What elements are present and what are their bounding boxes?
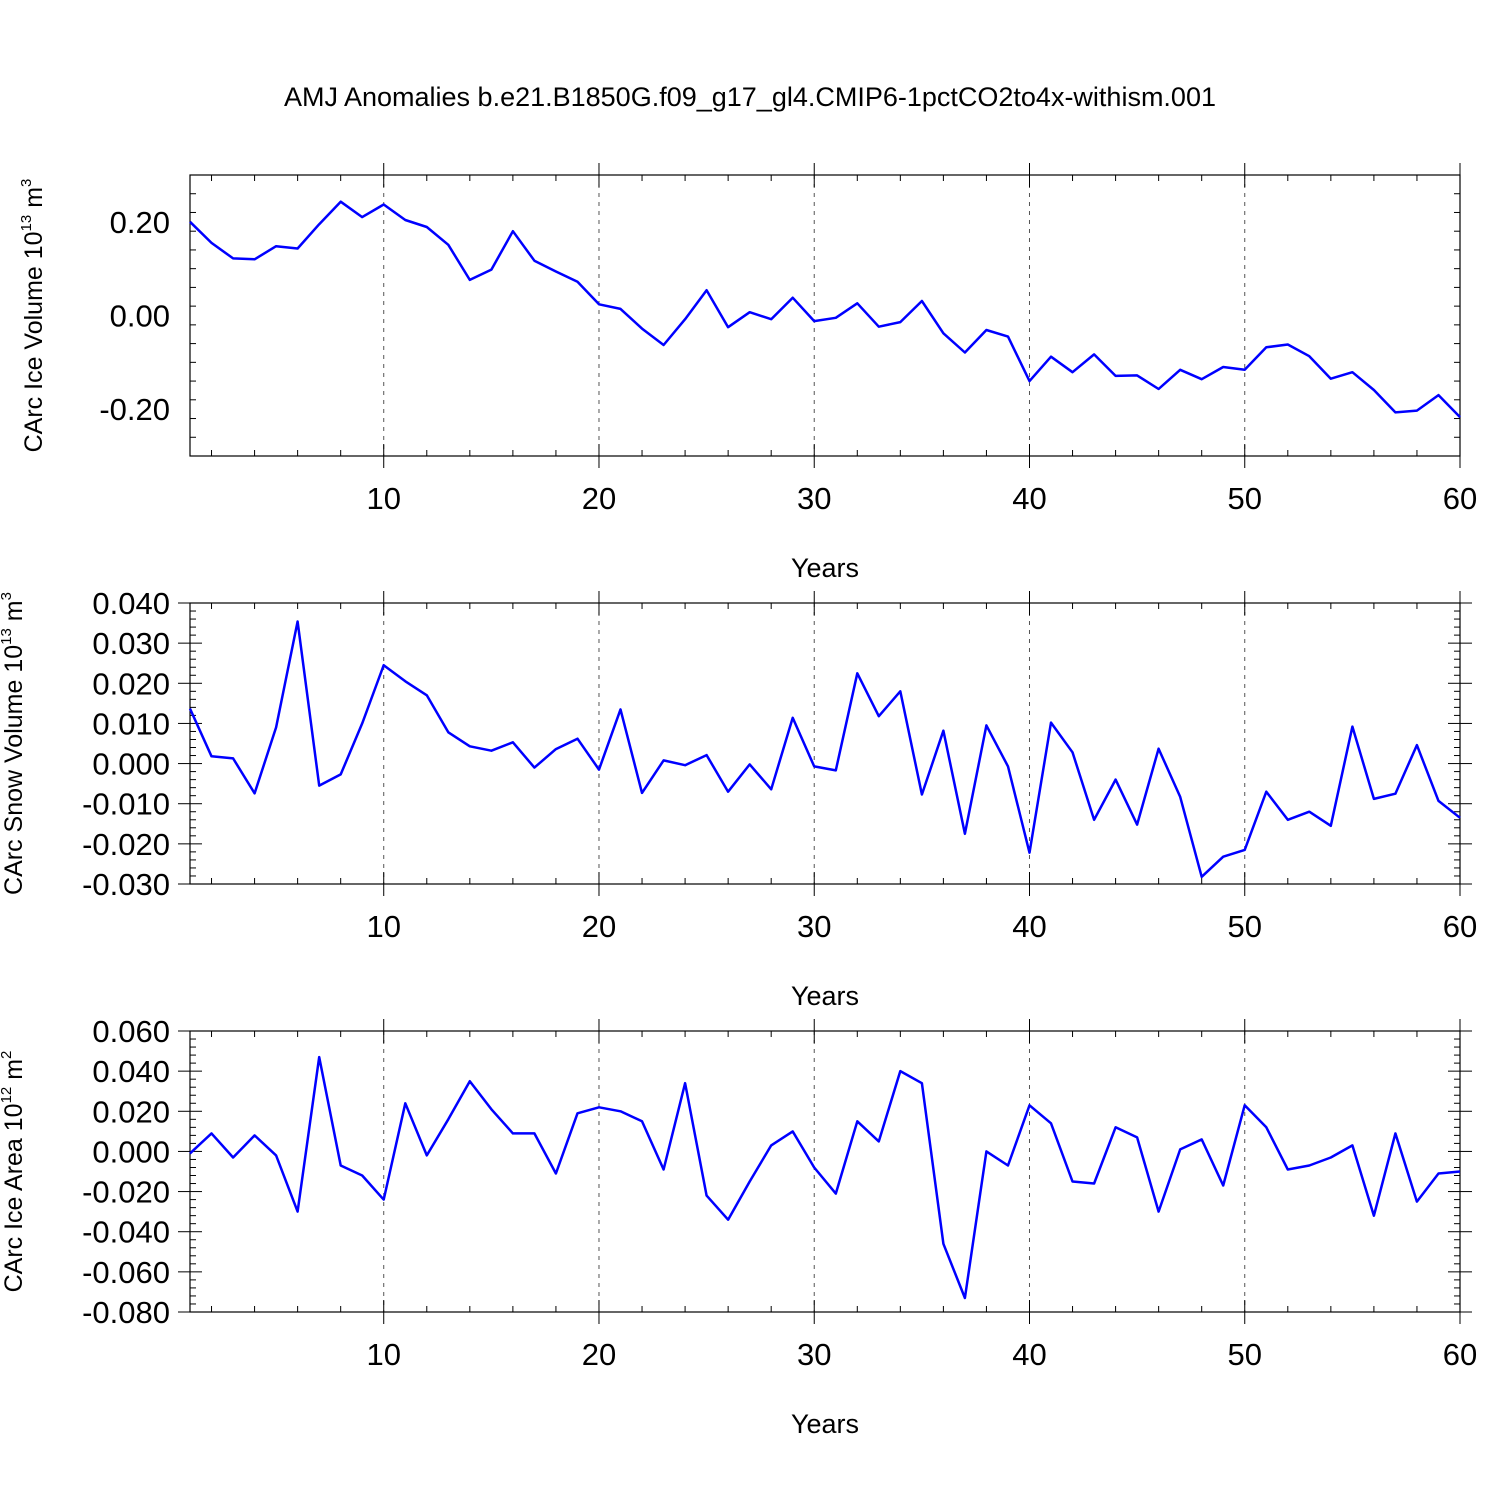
x-tick-label: 60	[1443, 481, 1477, 516]
x-tick-label: 40	[1012, 481, 1046, 516]
x-tick-label: 10	[366, 481, 400, 516]
y-tick-label: 0.060	[92, 1014, 170, 1049]
x-tick-label: 60	[1443, 1337, 1477, 1372]
x-axis-label: Years	[791, 981, 859, 1011]
x-tick-label: 10	[366, 1337, 400, 1372]
y-tick-label: -0.030	[82, 867, 170, 902]
figure-title: AMJ Anomalies b.e21.B1850G.f09_g17_gl4.C…	[283, 82, 1216, 112]
x-tick-label: 50	[1228, 481, 1262, 516]
x-tick-label: 50	[1228, 909, 1262, 944]
y-axis-label: CArc Ice Volume 1013 m3	[18, 179, 48, 453]
y-tick-label: -0.040	[82, 1215, 170, 1250]
y-tick-label: 0.020	[92, 666, 170, 701]
y-tick-label: -0.20	[99, 392, 170, 427]
y-tick-label: -0.010	[82, 787, 170, 822]
series-line	[189, 200, 1461, 418]
x-axis-label: Years	[791, 1409, 859, 1439]
y-tick-label: -0.080	[82, 1295, 170, 1330]
y-tick-label: 0.040	[92, 1054, 170, 1089]
plot-frame	[189, 602, 1461, 885]
x-tick-label: 50	[1228, 1337, 1262, 1372]
y-tick-label: 0.030	[92, 626, 170, 661]
y-tick-label: 0.040	[92, 586, 170, 621]
plot-frame	[189, 1030, 1461, 1313]
y-tick-label: 0.000	[92, 747, 170, 782]
x-tick-label: 30	[797, 909, 831, 944]
y-tick-label: 0.000	[92, 1134, 170, 1169]
y-tick-label: 0.20	[110, 205, 170, 240]
x-tick-label: 20	[582, 481, 616, 516]
x-tick-label: 20	[582, 1337, 616, 1372]
x-tick-label: 60	[1443, 909, 1477, 944]
y-axis-label: CArc Snow Volume 1013 m3	[0, 592, 28, 895]
x-tick-label: 10	[366, 909, 400, 944]
y-tick-label: 0.010	[92, 706, 170, 741]
x-tick-label: 30	[797, 1337, 831, 1372]
y-tick-label: -0.020	[82, 1175, 170, 1210]
y-tick-label: -0.060	[82, 1255, 170, 1290]
series-line	[189, 1055, 1461, 1300]
x-tick-label: 40	[1012, 1337, 1046, 1372]
y-tick-label: 0.00	[110, 299, 170, 334]
x-tick-label: 20	[582, 909, 616, 944]
plot-frame	[189, 174, 1461, 457]
x-tick-label: 40	[1012, 909, 1046, 944]
y-tick-label: -0.020	[82, 827, 170, 862]
series-line	[188, 620, 1461, 879]
y-axis-label: CArc Ice Area 1012 m2	[0, 1051, 28, 1293]
x-axis-label: Years	[791, 553, 859, 583]
x-tick-label: 30	[797, 481, 831, 516]
y-tick-label: 0.020	[92, 1094, 170, 1129]
